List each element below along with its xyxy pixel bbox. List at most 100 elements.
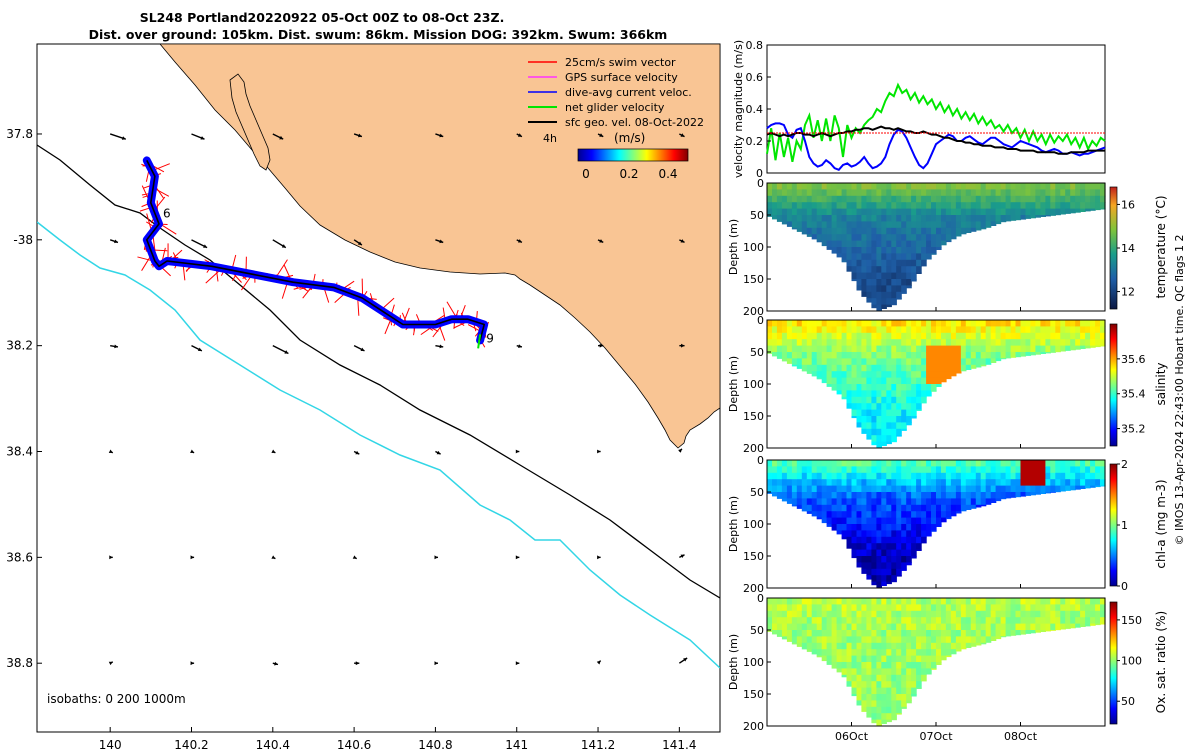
section-cell — [786, 604, 793, 612]
section-cell — [811, 320, 818, 327]
section-cell — [990, 623, 997, 631]
section-cell — [891, 511, 897, 519]
section-cell — [896, 189, 902, 197]
section-cell — [836, 504, 843, 512]
section-cell — [776, 332, 783, 340]
section-cell — [861, 543, 867, 551]
section-cell — [1070, 195, 1076, 203]
section-cell — [1030, 492, 1036, 496]
colorbar-tick-label: 12 — [1121, 286, 1135, 299]
section-cell — [990, 472, 997, 480]
section-cell — [801, 183, 808, 190]
section-cell — [955, 195, 962, 203]
section-cell — [896, 556, 902, 563]
section-cell — [861, 285, 867, 293]
section-cell — [856, 511, 863, 519]
section-cell — [941, 332, 947, 340]
section-cell — [881, 623, 887, 631]
section-cell — [921, 202, 927, 210]
section-cell — [851, 384, 858, 391]
section-cell — [1005, 345, 1012, 353]
section-cell — [1040, 189, 1046, 197]
section-cell — [995, 598, 1002, 605]
section-cell — [896, 472, 902, 480]
section-cell — [945, 630, 952, 637]
section-cell — [1050, 208, 1056, 216]
section-cell — [1045, 326, 1051, 334]
section-cell — [1090, 339, 1096, 347]
section-cell — [861, 498, 867, 506]
section-cell — [1025, 604, 1032, 612]
section-cell — [836, 326, 843, 334]
section-cell — [1085, 320, 1091, 327]
section-cell — [866, 409, 872, 417]
section-cell — [901, 227, 907, 235]
section-cell — [921, 259, 927, 267]
section-cell — [1060, 466, 1066, 474]
section-cell — [901, 543, 907, 551]
section-cell — [1035, 202, 1041, 210]
section-cell — [786, 326, 793, 334]
section-cell — [796, 221, 803, 229]
section-cell — [856, 604, 863, 612]
section-cell — [921, 208, 927, 216]
section-cell — [801, 339, 808, 347]
section-cell — [911, 655, 917, 663]
section-cell — [851, 655, 858, 663]
section-cell — [866, 298, 872, 303]
section-cell — [1080, 202, 1086, 210]
section-cell — [871, 472, 877, 480]
section-cell — [871, 562, 877, 570]
section-cell — [921, 598, 927, 605]
section-cell — [886, 332, 892, 340]
section-cell — [911, 259, 917, 267]
section-cell — [801, 630, 808, 637]
section-cell — [1090, 332, 1096, 340]
section-cell — [886, 681, 892, 689]
section-cell — [861, 396, 867, 404]
section-cell — [831, 498, 838, 506]
section-cell — [901, 568, 907, 571]
section-cell — [861, 384, 867, 391]
section-cell — [945, 339, 952, 347]
section-cell — [856, 396, 863, 404]
section-cell — [916, 662, 922, 669]
section-cell — [945, 377, 952, 380]
geo-vector-head — [274, 661, 278, 666]
section-cell — [826, 485, 833, 493]
section-cell — [1095, 466, 1101, 474]
section-cell — [1075, 604, 1081, 612]
section-cell — [886, 377, 892, 385]
section-cell — [806, 623, 813, 631]
section-cell — [936, 183, 942, 190]
section-cell — [891, 598, 897, 605]
section-cell — [1080, 485, 1086, 489]
section-cell — [861, 183, 867, 190]
section-cell — [861, 662, 867, 669]
section-cell — [941, 636, 947, 644]
section-cell — [816, 655, 823, 658]
section-cell — [886, 195, 892, 203]
section-cell — [1000, 485, 1007, 493]
section-cell — [876, 320, 882, 327]
section-cell — [1000, 183, 1007, 190]
section-cell — [1035, 485, 1041, 493]
section-cell — [866, 195, 872, 203]
section-cell — [866, 189, 872, 197]
section-cell — [911, 598, 917, 605]
section-cell — [916, 674, 922, 682]
section-cell — [841, 345, 848, 353]
day-label-6: 6 — [163, 206, 171, 220]
section-cell — [916, 247, 922, 254]
section-cell — [881, 396, 887, 404]
section-cell — [806, 642, 813, 650]
section-cell — [891, 409, 897, 417]
section-cell — [781, 472, 788, 480]
section-cell — [985, 339, 992, 347]
section-cell — [970, 498, 977, 506]
section-cell — [970, 227, 977, 232]
section-cell — [1005, 466, 1012, 474]
section-cell — [906, 422, 912, 426]
section-cell — [921, 396, 927, 404]
